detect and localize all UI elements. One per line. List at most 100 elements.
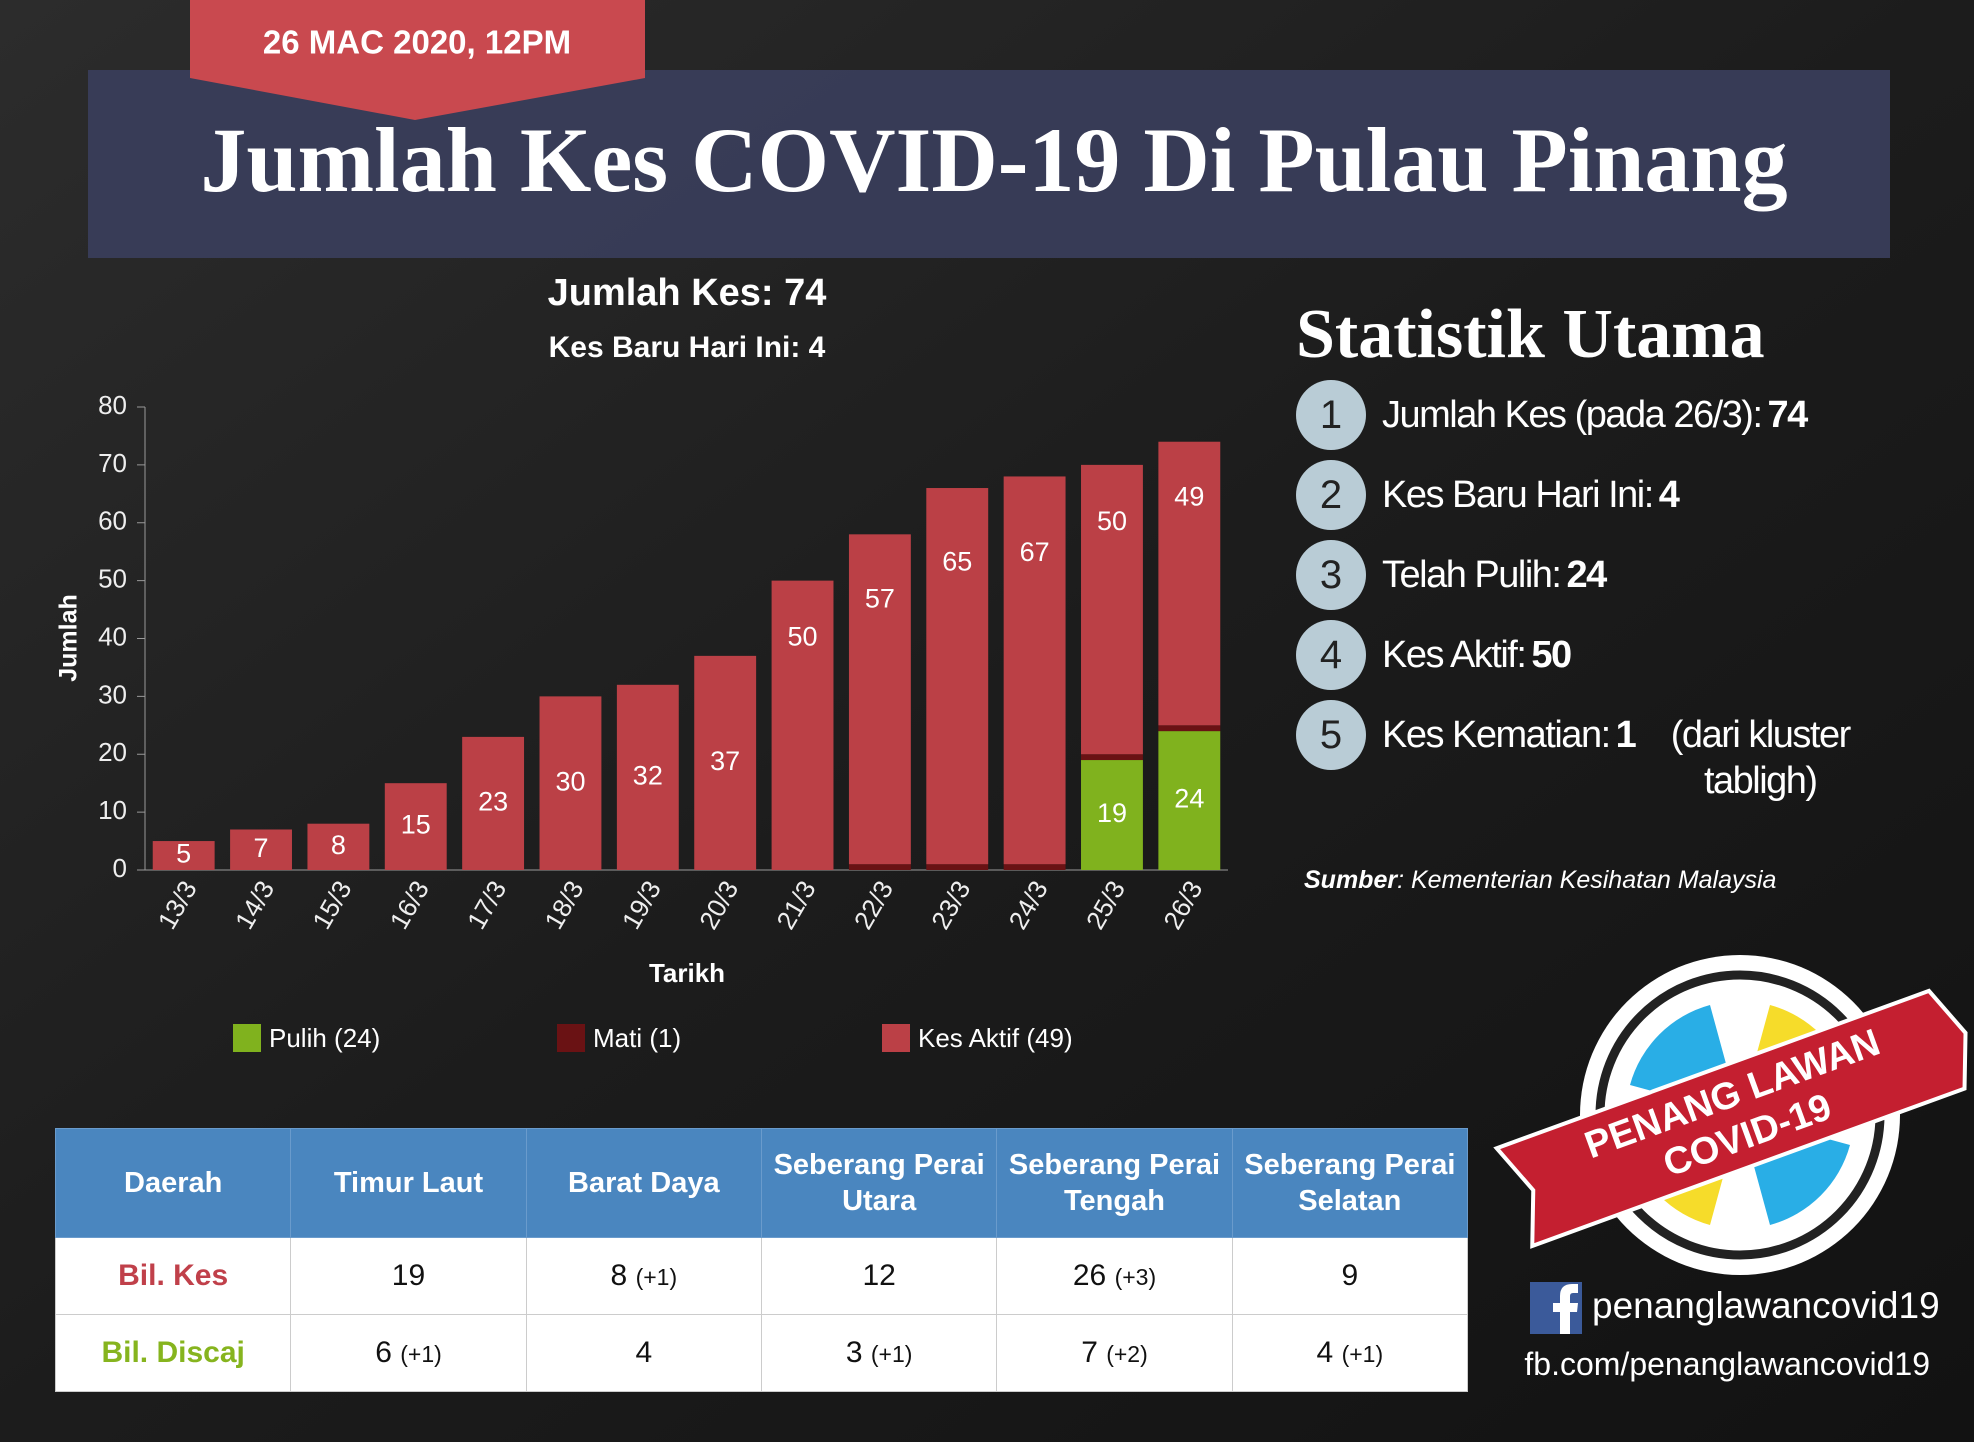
bar-segment: [462, 736, 525, 870]
cell-change: (+1): [1341, 1341, 1384, 1367]
stat-label: Kes Kematian:: [1382, 714, 1611, 756]
bar-segment: [384, 783, 447, 870]
data-label: 49: [1174, 482, 1204, 512]
row-label: Bil. Discaj: [54, 1314, 292, 1392]
table-cell: 6 (+1): [290, 1314, 527, 1392]
stat-item: 5 Kes Kematian: 1 (dari kluster tabligh): [1296, 700, 1956, 802]
row-label: Bil. Kes: [54, 1237, 292, 1315]
cell-change: (+1): [400, 1341, 442, 1367]
header-cell: Seberang Perai Tengah: [996, 1128, 1233, 1238]
bar-segment: [616, 684, 679, 870]
cell-value: 12: [862, 1259, 896, 1292]
stat-label: Kes Baru Hari Ini:: [1382, 474, 1654, 516]
bar-segment: [1158, 725, 1221, 732]
header-cell: Timur Laut: [290, 1128, 527, 1238]
source-text: : Kementerian Kesihatan Malaysia: [1397, 866, 1777, 894]
chart-title: Jumlah Kes: 74: [548, 272, 827, 314]
stat-value: 1: [1615, 714, 1637, 756]
header-cell: Barat Daya: [525, 1128, 762, 1238]
stat-item: 3 Telah Pulih: 24: [1296, 540, 1956, 620]
table-cell: 4: [525, 1314, 762, 1392]
table-cell: 3 (+1): [760, 1314, 998, 1392]
fb-glyph: [1553, 1284, 1578, 1334]
legend-swatch: [882, 1024, 910, 1052]
data-label: 23: [478, 787, 508, 817]
y-axis-label: Jumlah: [55, 594, 83, 682]
stat-value: 74: [1767, 394, 1809, 436]
y-tick-label: 10: [98, 795, 127, 825]
bar-segment: [1003, 476, 1066, 865]
date-banner: [190, 0, 645, 120]
y-tick-label: 30: [98, 679, 127, 709]
source-label: Sumber: [1304, 866, 1398, 894]
stat-item: 4 Kes Aktif: 50: [1296, 620, 1956, 700]
stat-number: 2: [1296, 460, 1366, 530]
bar-segment: [1081, 760, 1143, 870]
stat-item: 1 Jumlah Kes (pada 26/3): 74: [1296, 380, 1956, 460]
logo: PENANG LAWAN COVID-19: [1493, 955, 1968, 1275]
legend-label: Mati (1): [593, 1023, 681, 1053]
data-label: 30: [555, 766, 585, 796]
cell-value: 4: [635, 1336, 653, 1369]
bar-segment: [926, 488, 989, 865]
table-cell: 19: [290, 1237, 527, 1315]
bar-segment: [307, 823, 370, 870]
data-label: 37: [710, 746, 740, 776]
cell-value: 8: [610, 1259, 628, 1292]
table-row: Bil. Kes 19 8 (+1) 12 26 (+3) 9: [54, 1237, 1469, 1315]
table-cell: 4 (+1): [1231, 1314, 1469, 1392]
logo-ribbon: [1493, 988, 1968, 1249]
fb-url: fb.com/penanglawancovid19: [1524, 1346, 1930, 1382]
main-title: Jumlah Kes COVID-19 Di Pulau Pinang: [200, 109, 1787, 211]
cell-value: 6: [375, 1336, 392, 1369]
stat-number: 5: [1296, 700, 1366, 770]
bar-segment: [1158, 731, 1221, 870]
stat-text: Jumlah Kes (pada 26/3): 74: [1382, 380, 1809, 450]
stat-value: 4: [1658, 474, 1680, 516]
bar-segment: [230, 829, 292, 870]
stat-text: Kes Aktif: 50: [1382, 620, 1572, 690]
stat-label: Kes Aktif:: [1382, 634, 1527, 676]
cell-change: (+1): [635, 1264, 678, 1290]
bar-segment: [848, 864, 911, 870]
table-cell: 26 (+3): [996, 1237, 1233, 1315]
data-label: 24: [1174, 784, 1204, 814]
chart-subtitle: Kes Baru Hari Ini: 4: [549, 331, 826, 364]
stat-text: Kes Baru Hari Ini: 4: [1382, 460, 1680, 530]
cell-value: 26: [1072, 1259, 1107, 1292]
data-label: 19: [1097, 798, 1127, 828]
stat-text: Telah Pulih: 24: [1382, 540, 1607, 610]
data-label: 32: [633, 761, 663, 791]
header-cell: Seberang Perai Selatan: [1231, 1128, 1469, 1238]
bar-segment: [694, 655, 757, 870]
legend-swatch: [557, 1024, 585, 1052]
date-text: 26 MAC 2020, 12PM: [263, 24, 571, 61]
cell-change: (+3): [1114, 1264, 1157, 1290]
cell-value: 3: [845, 1336, 863, 1369]
table-cell: 9: [1231, 1237, 1469, 1315]
header-cell: Daerah: [54, 1128, 292, 1238]
table-header: Daerah Timur Laut Barat Daya Seberang Perai…: [54, 1128, 1469, 1238]
table-cell: 7 (+2): [996, 1314, 1233, 1392]
y-tick-label: 50: [98, 564, 127, 594]
y-tick-label: 20: [98, 737, 127, 767]
stat-item: 2 Kes Baru Hari Ini: 4: [1296, 460, 1956, 540]
y-tick-label: 80: [98, 390, 127, 420]
stat-value: 50: [1531, 634, 1572, 676]
data-label: 7: [254, 833, 269, 863]
table-cell: 8 (+1): [525, 1237, 762, 1315]
y-tick-label: 70: [98, 448, 127, 478]
stat-value: 24: [1566, 554, 1607, 596]
data-label: 8: [331, 830, 346, 860]
stat-label: Telah Pulih:: [1382, 554, 1562, 596]
table-row: Bil. Discaj 6 (+1) 4 3 (+1) 7 (+2) 4 (+1): [54, 1314, 1469, 1392]
data-label: 67: [1020, 537, 1050, 567]
stat-number: 3: [1296, 540, 1366, 610]
data-label: 15: [401, 810, 431, 840]
legend-swatch: [233, 1024, 261, 1052]
data-label: 50: [788, 622, 818, 652]
data-label: 5: [176, 839, 191, 869]
stat-label: Jumlah Kes (pada 26/3):: [1382, 394, 1763, 436]
bar-segment: [539, 696, 602, 870]
